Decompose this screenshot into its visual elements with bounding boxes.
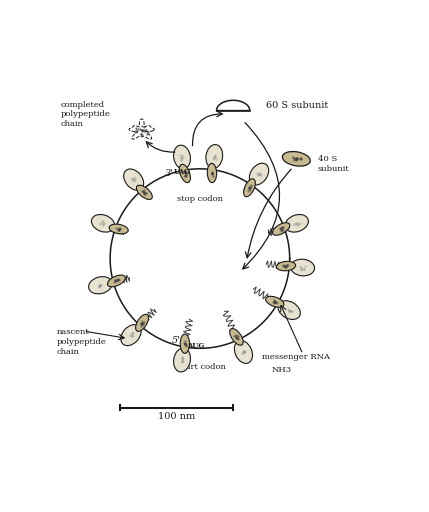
Ellipse shape	[244, 179, 255, 197]
Ellipse shape	[206, 144, 223, 168]
Text: stop codon: stop codon	[177, 196, 223, 203]
Ellipse shape	[276, 262, 296, 271]
Ellipse shape	[285, 215, 308, 232]
Text: messenger RNA: messenger RNA	[262, 353, 329, 361]
Ellipse shape	[278, 301, 300, 319]
Ellipse shape	[124, 169, 144, 190]
Text: 3': 3'	[164, 169, 173, 178]
Text: 60 S subunit: 60 S subunit	[266, 101, 329, 110]
Ellipse shape	[180, 334, 190, 353]
Ellipse shape	[282, 152, 310, 166]
Text: completed
polypeptide
chain: completed polypeptide chain	[60, 101, 110, 128]
Ellipse shape	[136, 185, 152, 200]
Text: 100 nm: 100 nm	[158, 413, 195, 421]
Text: UAG: UAG	[174, 168, 191, 176]
Ellipse shape	[91, 215, 115, 232]
Ellipse shape	[266, 296, 284, 307]
Text: AUG: AUG	[187, 343, 204, 350]
Ellipse shape	[136, 314, 148, 331]
Ellipse shape	[272, 223, 290, 236]
Ellipse shape	[234, 340, 253, 364]
Ellipse shape	[89, 276, 112, 294]
Polygon shape	[217, 100, 250, 111]
Text: NH3: NH3	[272, 366, 292, 374]
Ellipse shape	[207, 163, 217, 183]
Ellipse shape	[107, 275, 125, 287]
Text: start codon: start codon	[178, 363, 226, 371]
Ellipse shape	[249, 163, 269, 185]
Ellipse shape	[179, 164, 190, 183]
Ellipse shape	[290, 259, 314, 276]
Ellipse shape	[174, 145, 190, 169]
Ellipse shape	[109, 224, 128, 234]
Ellipse shape	[174, 348, 190, 372]
Text: nascent
polypeptide
chain: nascent polypeptide chain	[57, 328, 107, 356]
Text: 40 S
subunit: 40 S subunit	[318, 156, 350, 173]
Ellipse shape	[230, 329, 243, 345]
Ellipse shape	[121, 325, 141, 346]
Text: 5': 5'	[172, 336, 181, 345]
